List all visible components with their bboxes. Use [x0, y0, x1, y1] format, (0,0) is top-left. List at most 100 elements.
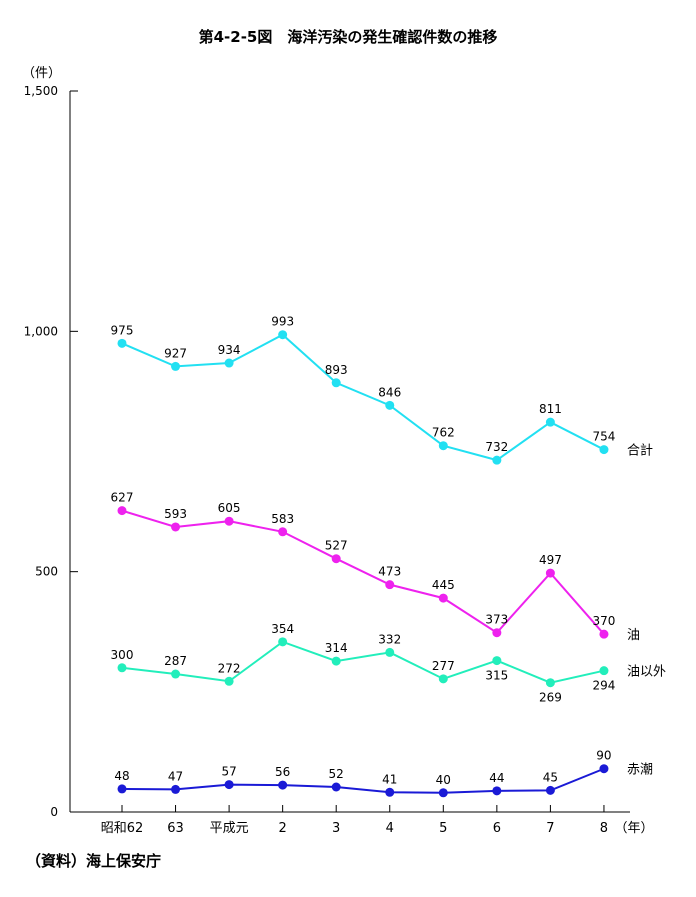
data-label: 56	[275, 765, 290, 779]
data-label: 993	[271, 315, 294, 329]
data-point	[385, 647, 395, 657]
data-point	[171, 784, 181, 794]
data-label: 754	[592, 430, 615, 444]
data-label: 269	[539, 691, 562, 705]
y-tick-label: 1,000	[24, 324, 58, 338]
data-label: 934	[218, 343, 241, 357]
data-label: 287	[164, 654, 187, 668]
data-label: 893	[325, 363, 348, 377]
data-label: 473	[378, 565, 401, 579]
x-tick-label: 2	[279, 821, 287, 836]
data-label: 47	[168, 769, 183, 783]
data-point	[117, 506, 127, 516]
data-point	[599, 445, 609, 455]
data-point	[545, 785, 555, 795]
data-point	[599, 629, 609, 639]
data-point	[224, 358, 234, 368]
data-label: 354	[271, 622, 294, 636]
data-label: 57	[221, 765, 236, 779]
data-point	[117, 663, 127, 673]
data-point	[331, 782, 341, 792]
data-point	[492, 628, 502, 638]
data-label: 272	[218, 661, 241, 675]
data-point	[545, 568, 555, 578]
data-point	[385, 400, 395, 410]
data-point	[171, 669, 181, 679]
data-point	[438, 593, 448, 603]
data-point	[599, 666, 609, 676]
x-tick-label: 63	[167, 821, 184, 836]
data-point	[171, 361, 181, 371]
data-label: 44	[489, 771, 504, 785]
data-label: 527	[325, 539, 348, 553]
data-point	[278, 780, 288, 790]
data-point	[385, 787, 395, 797]
y-tick-label: 1,500	[24, 84, 58, 98]
series-line	[121, 640, 605, 684]
data-point	[171, 522, 181, 532]
data-label: 762	[432, 426, 455, 440]
series-line	[121, 333, 605, 462]
data-label: 373	[485, 613, 508, 627]
data-label: 846	[378, 385, 401, 399]
x-tick-label: 平成元	[210, 821, 249, 836]
data-label: 314	[325, 641, 348, 655]
data-point	[331, 378, 341, 388]
data-label: 497	[539, 553, 562, 567]
data-point	[117, 338, 127, 348]
series-name-label: 油	[627, 628, 640, 643]
x-tick-label: 7	[546, 821, 554, 836]
data-point	[438, 788, 448, 798]
data-point	[438, 674, 448, 684]
data-label: 52	[329, 767, 344, 781]
data-label: 627	[111, 491, 134, 505]
data-label: 732	[485, 440, 508, 454]
data-point	[492, 786, 502, 796]
data-point	[278, 527, 288, 537]
data-point	[492, 656, 502, 666]
data-label: 811	[539, 402, 562, 416]
data-point	[545, 417, 555, 427]
x-tick-label: 6	[493, 821, 501, 836]
data-label: 45	[543, 770, 558, 784]
data-label: 605	[218, 501, 241, 515]
data-point	[438, 441, 448, 451]
data-label: 370	[592, 614, 615, 628]
data-point	[224, 676, 234, 686]
y-tick-label: 500	[35, 565, 58, 579]
x-tick-label: 昭和62	[101, 821, 144, 836]
x-tick-label: 4	[386, 821, 394, 836]
x-tick-label: 5	[439, 821, 447, 836]
data-point	[545, 678, 555, 688]
data-label: 90	[596, 749, 611, 763]
data-point	[599, 764, 609, 774]
data-label: 294	[592, 679, 615, 693]
y-tick-label: 0	[50, 805, 58, 819]
data-point	[331, 656, 341, 666]
data-label: 583	[271, 512, 294, 526]
series-line	[121, 509, 605, 635]
data-point	[224, 780, 234, 790]
data-label: 40	[436, 773, 451, 787]
series-name-label: 赤潮	[627, 763, 653, 778]
data-point	[385, 580, 395, 590]
x-tick-label: 3	[332, 821, 340, 836]
data-label: 927	[164, 346, 187, 360]
source-note: （資料）海上保安庁	[26, 852, 162, 870]
data-label: 332	[378, 632, 401, 646]
x-axis-unit-label: （年）	[614, 821, 653, 836]
data-point	[331, 554, 341, 564]
data-label: 277	[432, 659, 455, 673]
series-line	[121, 767, 605, 794]
x-tick-label: 8	[600, 821, 608, 836]
chart-title: 第4-2-5図 海洋汚染の発生確認件数の推移	[198, 28, 498, 46]
data-label: 48	[114, 769, 129, 783]
series-name-label: 合計	[627, 443, 653, 459]
data-point	[492, 455, 502, 465]
data-point	[117, 784, 127, 794]
data-label: 445	[432, 578, 455, 592]
series-name-label: 油以外	[627, 665, 666, 680]
y-axis-unit-label: （件）	[22, 66, 62, 81]
data-label: 975	[111, 323, 134, 337]
